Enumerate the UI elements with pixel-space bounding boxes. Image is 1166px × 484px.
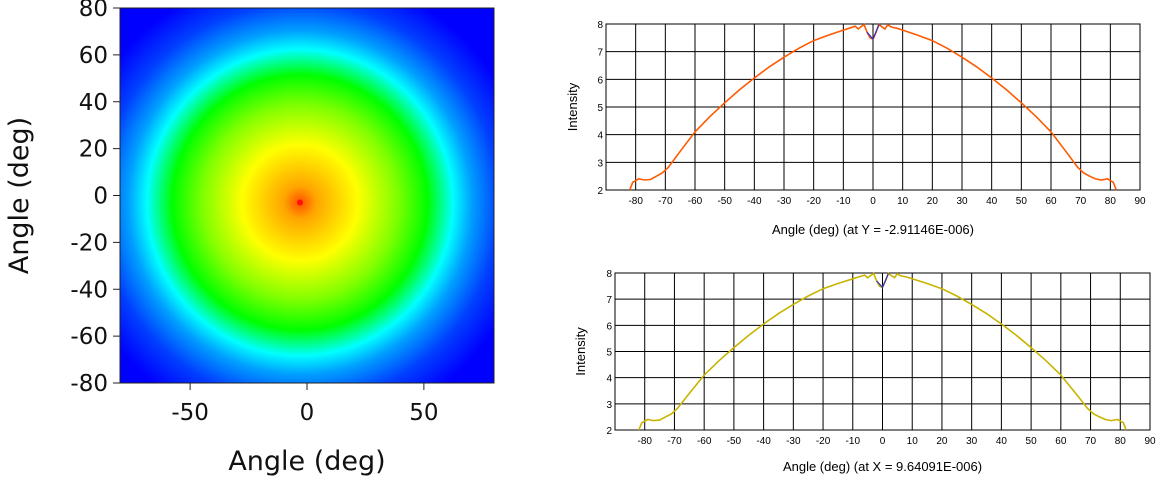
line-chart-bottom-y-tick-label: 5 bbox=[606, 348, 612, 359]
line-chart-y-slice: 2 3 4 5 6 7 8 -80 -70 -60 -50 -40 -30 -20 -10 0 10 20 30 40… bbox=[565, 20, 1146, 237]
line-chart-bottom-x-tick-label: -70 bbox=[667, 436, 682, 447]
line-chart-top-x-tick-label: 40 bbox=[986, 196, 998, 207]
heatmap-y-tick-label: 20 bbox=[79, 137, 108, 163]
line-chart-top-x-tick-label: -50 bbox=[717, 196, 732, 207]
line-chart-top-x-tick-label: 30 bbox=[956, 196, 968, 207]
line-chart-top-y-axis-label: Intensity bbox=[565, 82, 580, 131]
line-chart-bottom-x-tick-label: -30 bbox=[786, 436, 801, 447]
line-chart-top-x-tick-label: -20 bbox=[806, 196, 821, 207]
line-chart-bottom-series bbox=[638, 272, 1127, 431]
line-chart-top-x-tick-label: 20 bbox=[927, 196, 939, 207]
line-chart-bottom-x-tick-label: 90 bbox=[1144, 436, 1156, 447]
line-chart-top-y-tick-label: 6 bbox=[597, 75, 603, 86]
line-chart-bottom-x-tick-label: -40 bbox=[756, 436, 771, 447]
line-chart-x-slice: 2 3 4 5 6 7 8 -80 -70 -60 -50 -40 -30 -20 -10 0 10 20 30 40… bbox=[573, 269, 1156, 474]
line-chart-top-x-tick-label: 70 bbox=[1075, 196, 1087, 207]
heatmap-y-tick-label: 0 bbox=[93, 184, 108, 210]
line-chart-top-y-tick-label: 7 bbox=[597, 48, 603, 59]
line-chart-bottom-x-tick-label: 10 bbox=[907, 436, 919, 447]
line-chart-top-x-tick-label: -40 bbox=[747, 196, 762, 207]
heatmap-x-tick-label: -50 bbox=[171, 400, 209, 426]
line-chart-bottom-y-tick-label: 8 bbox=[606, 269, 612, 280]
line-chart-bottom-x-axis-label: Angle (deg) (at X = 9.64091E-006) bbox=[783, 459, 982, 474]
line-chart-bottom-y-axis-label: Intensity bbox=[573, 327, 588, 376]
heatmap-axes: 80 60 40 20 0 -20 -40 -60 -80 -50 0 50 bbox=[70, 0, 495, 426]
line-chart-bottom-grid: 2 3 4 5 6 7 8 -80 -70 -60 -50 -40 -30 -20 -10 0 10 20 30 40… bbox=[606, 269, 1156, 447]
line-chart-top-x-tick-label: 10 bbox=[897, 196, 909, 207]
line-chart-top-x-tick-label: -10 bbox=[836, 196, 851, 207]
heatmap-y-tick-label: 80 bbox=[79, 0, 108, 22]
line-chart-top-x-tick-label: -80 bbox=[628, 196, 643, 207]
line-chart-bottom-x-tick-label: 50 bbox=[1026, 436, 1038, 447]
line-chart-bottom-x-tick-label: -20 bbox=[816, 436, 831, 447]
heatmap-field bbox=[120, 8, 494, 383]
line-chart-bottom-x-tick-label: -60 bbox=[697, 436, 712, 447]
line-chart-top-y-tick-label: 3 bbox=[597, 158, 603, 169]
line-chart-bottom-y-tick-label: 4 bbox=[606, 374, 612, 385]
line-chart-top-y-tick-label: 5 bbox=[597, 103, 603, 114]
line-chart-top-x-tick-label: -30 bbox=[777, 196, 792, 207]
line-chart-top-x-tick-label: 80 bbox=[1105, 196, 1117, 207]
heatmap-y-tick-label: -20 bbox=[70, 230, 108, 256]
line-chart-bottom-x-tick-label: 30 bbox=[966, 436, 978, 447]
heatmap-x-tick-label: 50 bbox=[409, 400, 438, 426]
line-chart-bottom-x-tick-label: 0 bbox=[880, 436, 886, 447]
line-chart-top-x-tick-label: 60 bbox=[1045, 196, 1057, 207]
line-chart-top-grid: 2 3 4 5 6 7 8 -80 -70 -60 -50 -40 -30 -20 -10 0 10 20 30 40… bbox=[597, 20, 1146, 207]
line-chart-bottom-x-tick-label: 40 bbox=[996, 436, 1008, 447]
line-chart-bottom-x-tick-label: 20 bbox=[936, 436, 948, 447]
heatmap-y-tick-label: -60 bbox=[70, 324, 108, 350]
line-chart-top-x-axis-label: Angle (deg) (at Y = -2.91146E-006) bbox=[772, 222, 974, 237]
heatmap-y-tick-label: 60 bbox=[79, 43, 108, 69]
heatmap-x-axis-label: Angle (deg) bbox=[228, 446, 385, 477]
line-chart-top-y-tick-label: 4 bbox=[597, 131, 603, 142]
line-chart-top-center-dip-line bbox=[866, 24, 880, 41]
line-chart-bottom-x-tick-label: 60 bbox=[1055, 436, 1067, 447]
line-chart-top-x-tick-label: -60 bbox=[688, 196, 703, 207]
line-chart-bottom-x-tick-label: -50 bbox=[727, 436, 742, 447]
heatmap-y-tick-label: 40 bbox=[79, 90, 108, 116]
line-chart-bottom-x-tick-label: -10 bbox=[846, 436, 861, 447]
heatmap-y-tick-label: -40 bbox=[70, 277, 108, 303]
line-chart-top-x-tick-label: -70 bbox=[658, 196, 673, 207]
line-chart-bottom-x-tick-label: -80 bbox=[637, 436, 652, 447]
line-chart-bottom-x-tick-label: 80 bbox=[1115, 436, 1127, 447]
line-chart-top-y-tick-label: 8 bbox=[597, 20, 603, 31]
line-chart-bottom-x-tick-label: 70 bbox=[1085, 436, 1097, 447]
line-chart-top-y-tick-label: 2 bbox=[597, 186, 603, 197]
heatmap-x-tick-label: 0 bbox=[300, 400, 315, 426]
line-chart-top-x-tick-label: 0 bbox=[870, 196, 876, 207]
line-chart-top-x-tick-label: 50 bbox=[1016, 196, 1028, 207]
heatmap-y-tick-label: -80 bbox=[70, 371, 108, 397]
heatmap-y-axis-label: Angle (deg) bbox=[4, 117, 35, 274]
line-chart-bottom-center-dip-line bbox=[876, 273, 889, 289]
line-chart-bottom-y-tick-label: 7 bbox=[606, 295, 612, 306]
heatmap-peak-marker bbox=[296, 199, 303, 206]
line-chart-bottom-y-tick-label: 3 bbox=[606, 400, 612, 411]
line-chart-top-series bbox=[628, 23, 1118, 191]
line-chart-bottom-y-tick-label: 2 bbox=[606, 426, 612, 437]
line-chart-bottom-y-tick-label: 6 bbox=[606, 321, 612, 332]
line-chart-top-x-tick-label: 90 bbox=[1134, 196, 1146, 207]
